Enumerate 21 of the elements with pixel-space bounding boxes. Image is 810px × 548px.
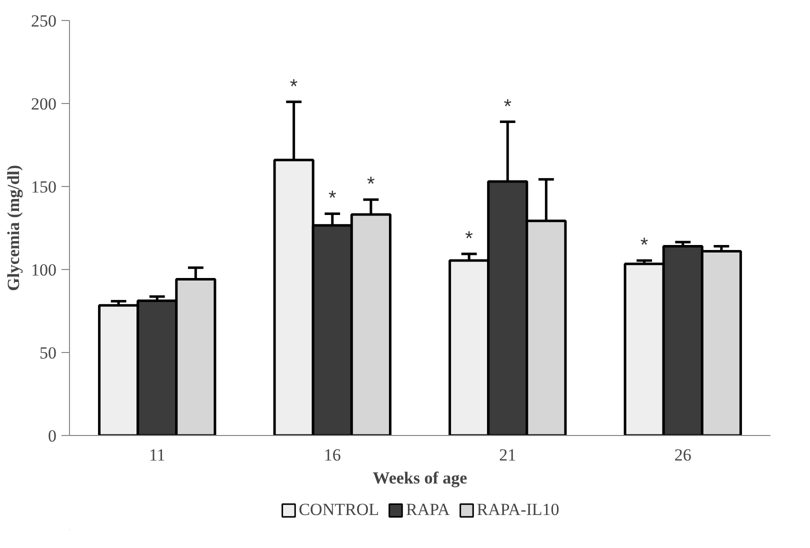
y-tick-label: 200 [31, 94, 56, 114]
data-label: * [328, 188, 336, 210]
y-axis-title: Glycemia (mg/dl) [4, 164, 23, 292]
x-tick-label: 11 [148, 446, 166, 464]
legend-label: RAPA-IL10 [476, 500, 560, 520]
data-label: * [367, 174, 376, 196]
data-label: * [290, 76, 298, 98]
legend-label: CONTROL [298, 500, 379, 520]
y-tick-label: 100 [31, 260, 56, 280]
data-label: * [465, 228, 474, 250]
x-tick-label: 21 [499, 446, 516, 464]
y-tick-label: 150 [31, 178, 56, 196]
data-label: * [504, 96, 512, 118]
y-tick-label: 50 [40, 344, 56, 362]
x-tick-label: 16 [324, 446, 341, 464]
y-tick-label: 250 [31, 12, 56, 30]
x-tick-label: 26 [674, 446, 692, 464]
legend-label: RAPA [406, 500, 450, 520]
x-axis-title: Weeks of age [372, 468, 468, 488]
data-label: * [640, 234, 648, 257]
y-tick-label: 0 [48, 426, 56, 446]
